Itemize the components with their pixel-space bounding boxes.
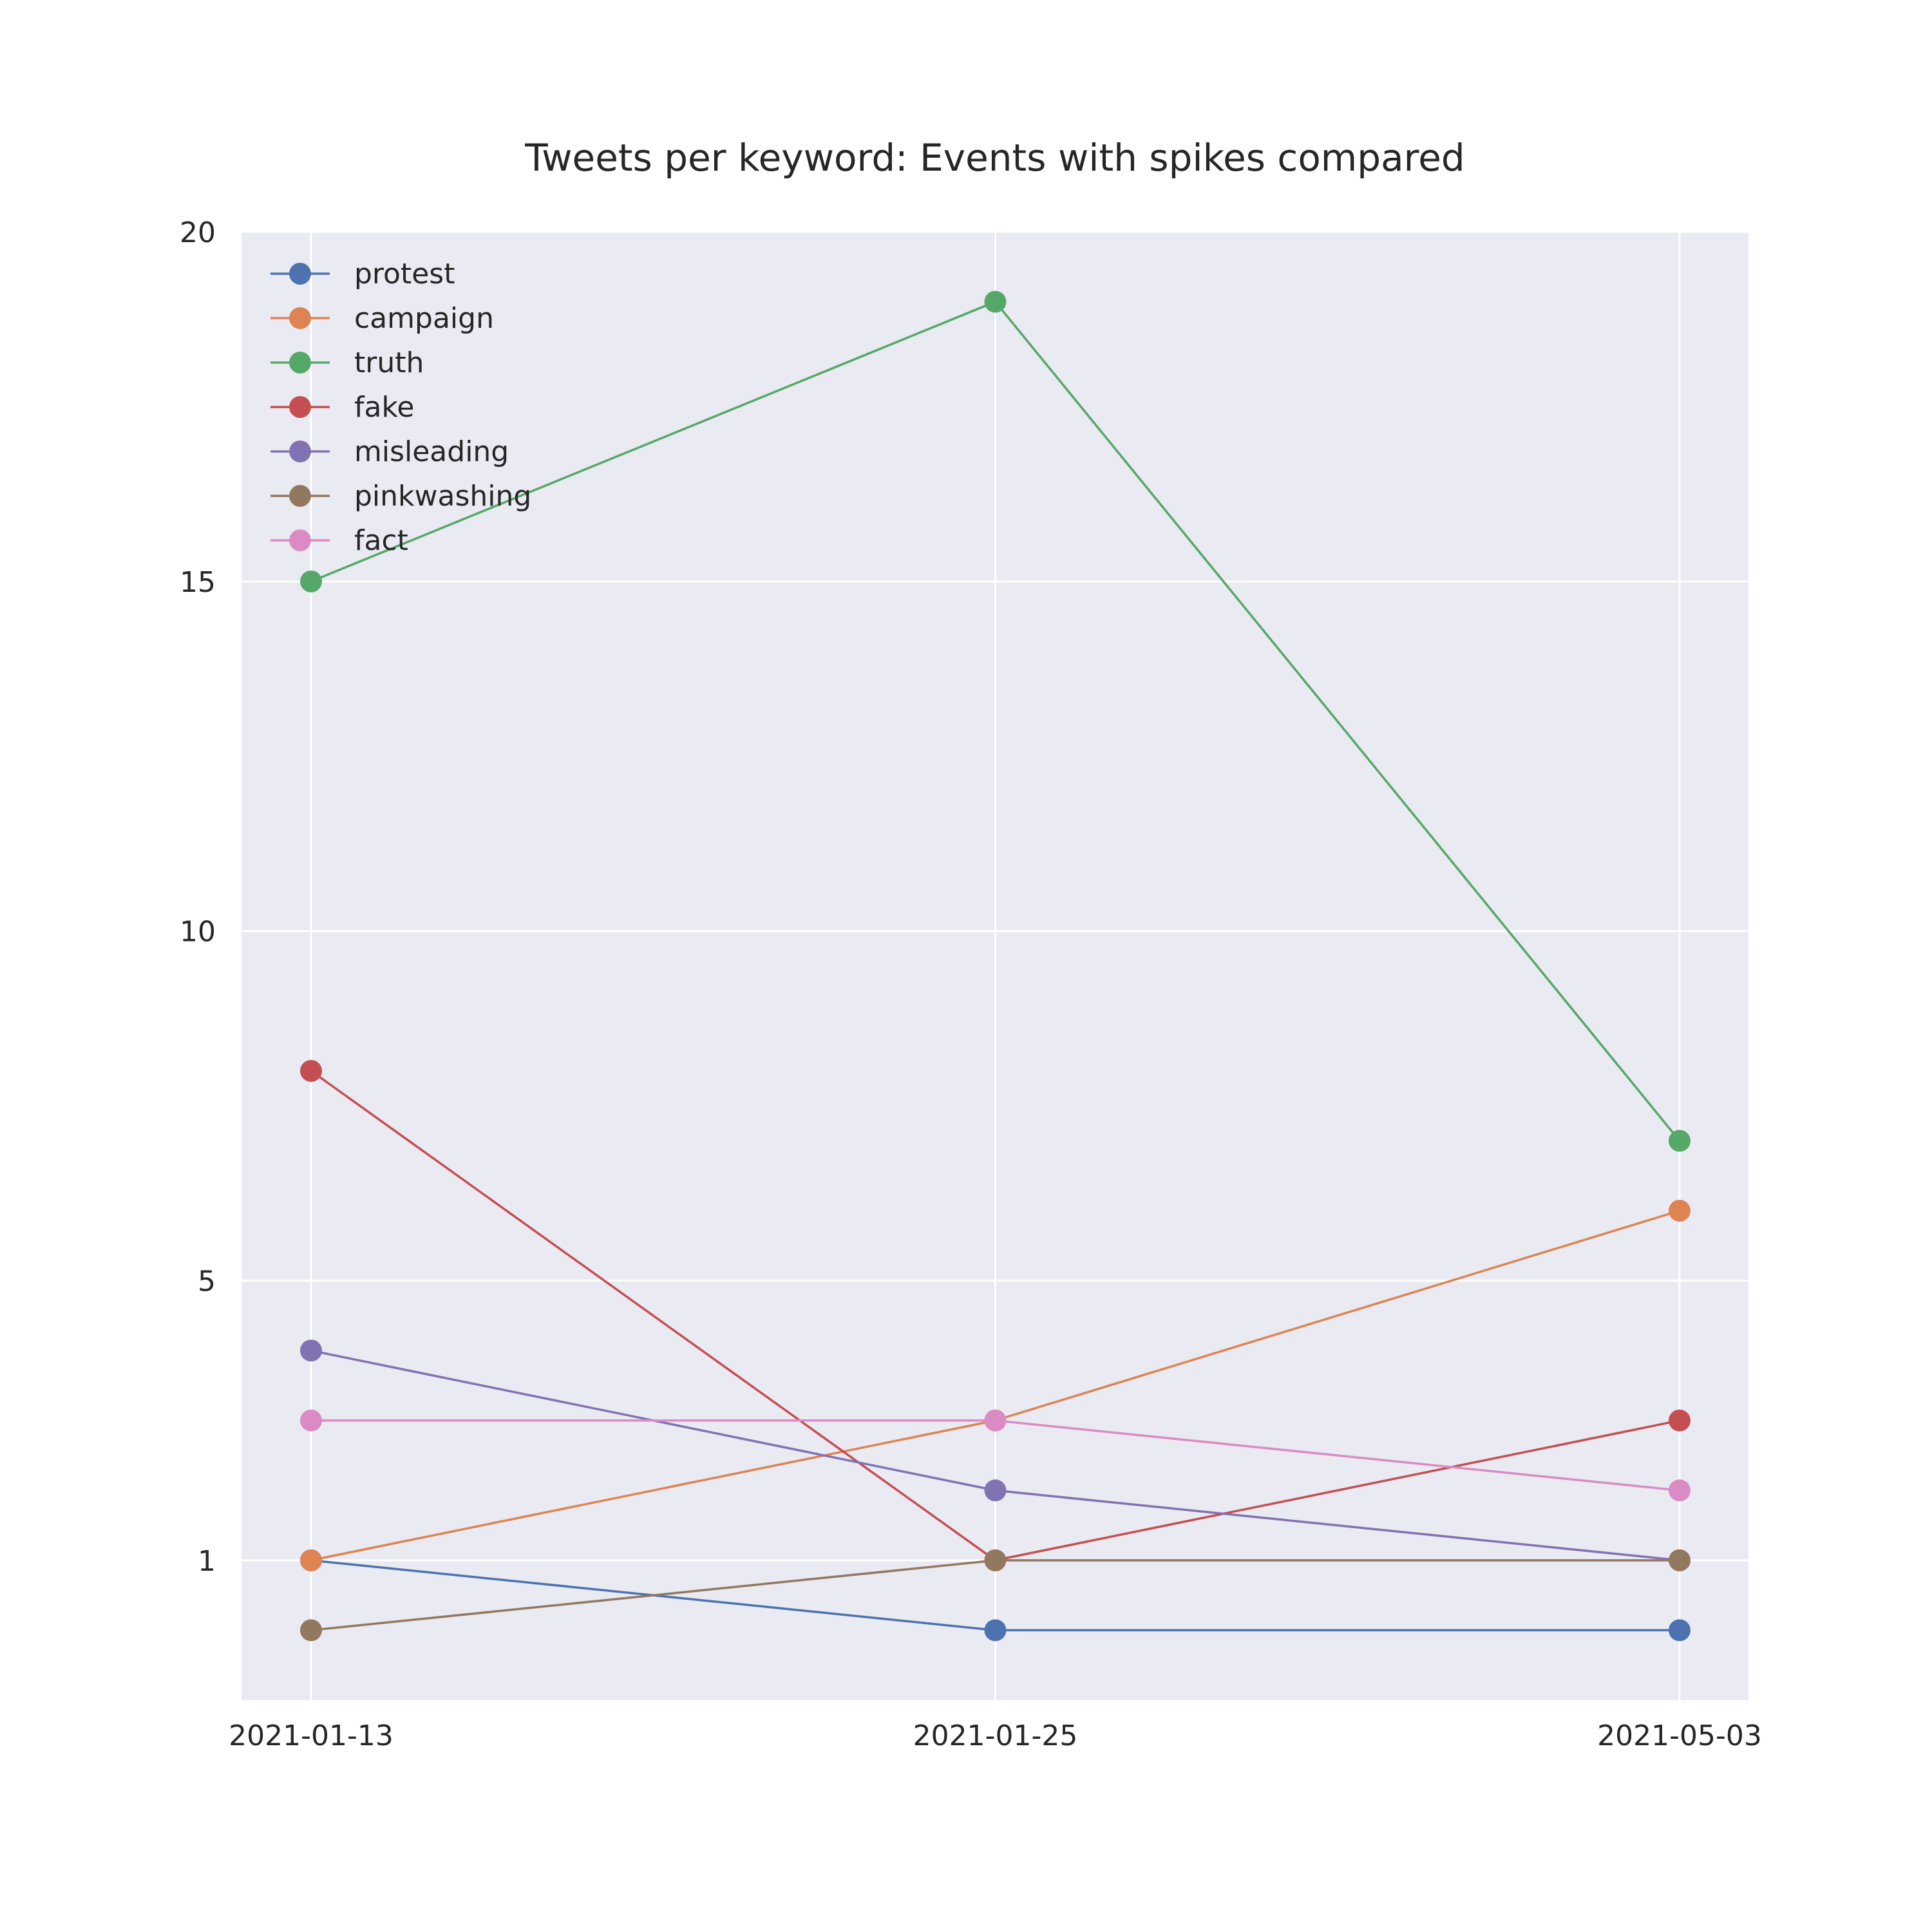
series-lines: [300, 290, 1690, 1642]
x-tick-label: 2021-01-13: [229, 1719, 393, 1752]
data-point-protest: [984, 1619, 1007, 1642]
data-point-campaign: [1669, 1200, 1690, 1222]
series-pinkwashing: [300, 1549, 1690, 1642]
x-tick-label: 2021-01-25: [913, 1719, 1078, 1752]
legend: protest campaign truth fake misleading pinkwa…: [270, 258, 531, 557]
y-tick-label: 5: [198, 1265, 216, 1298]
legend-marker: [289, 485, 311, 507]
legend-label: pinkwashing: [354, 480, 531, 513]
data-point-fake: [300, 1059, 322, 1082]
legend-marker: [289, 263, 311, 285]
legend-label: campaign: [354, 302, 494, 335]
data-point-pinkwashing: [984, 1549, 1007, 1571]
grid-lines: [242, 231, 1748, 1700]
data-point-fact: [300, 1409, 322, 1432]
legend-item-truth: truth: [270, 346, 424, 379]
legend-marker: [289, 352, 311, 374]
chart-title: Tweets per keyword: Events with spikes c…: [524, 136, 1465, 180]
legend-marker: [289, 307, 311, 329]
x-tick-label: 2021-05-03: [1597, 1719, 1762, 1752]
data-point-fake: [1669, 1409, 1690, 1432]
legend-marker: [289, 529, 311, 551]
data-point-campaign: [300, 1549, 322, 1571]
legend-label: truth: [354, 346, 424, 379]
y-tick-label: 15: [180, 566, 216, 599]
legend-item-fact: fact: [270, 524, 408, 557]
legend-item-misleading: misleading: [270, 435, 509, 468]
data-point-protest: [1669, 1619, 1690, 1642]
legend-item-fake: fake: [270, 391, 414, 424]
data-point-pinkwashing: [1669, 1549, 1690, 1571]
legend-label: misleading: [354, 435, 509, 468]
legend-item-protest: protest: [270, 258, 455, 290]
legend-marker: [289, 396, 311, 418]
legend-item-campaign: campaign: [270, 302, 494, 335]
series-truth: [300, 290, 1690, 1152]
data-point-truth: [984, 290, 1007, 313]
data-point-fact: [1669, 1479, 1690, 1502]
data-point-fact: [984, 1409, 1007, 1432]
legend-item-pinkwashing: pinkwashing: [270, 480, 531, 513]
legend-label: fact: [354, 524, 408, 557]
legend-marker: [289, 440, 311, 462]
data-point-pinkwashing: [300, 1619, 322, 1642]
y-tick-label: 10: [180, 916, 216, 949]
legend-label: fake: [354, 391, 414, 424]
legend-label: protest: [354, 258, 455, 290]
data-point-misleading: [984, 1479, 1007, 1502]
y-tick-label: 1: [198, 1545, 216, 1578]
data-point-truth: [300, 570, 322, 592]
data-point-truth: [1669, 1130, 1690, 1152]
series-fact: [300, 1409, 1690, 1502]
data-point-misleading: [300, 1340, 322, 1362]
series-misleading: [300, 1340, 1690, 1571]
y-tick-label: 20: [180, 216, 216, 249]
